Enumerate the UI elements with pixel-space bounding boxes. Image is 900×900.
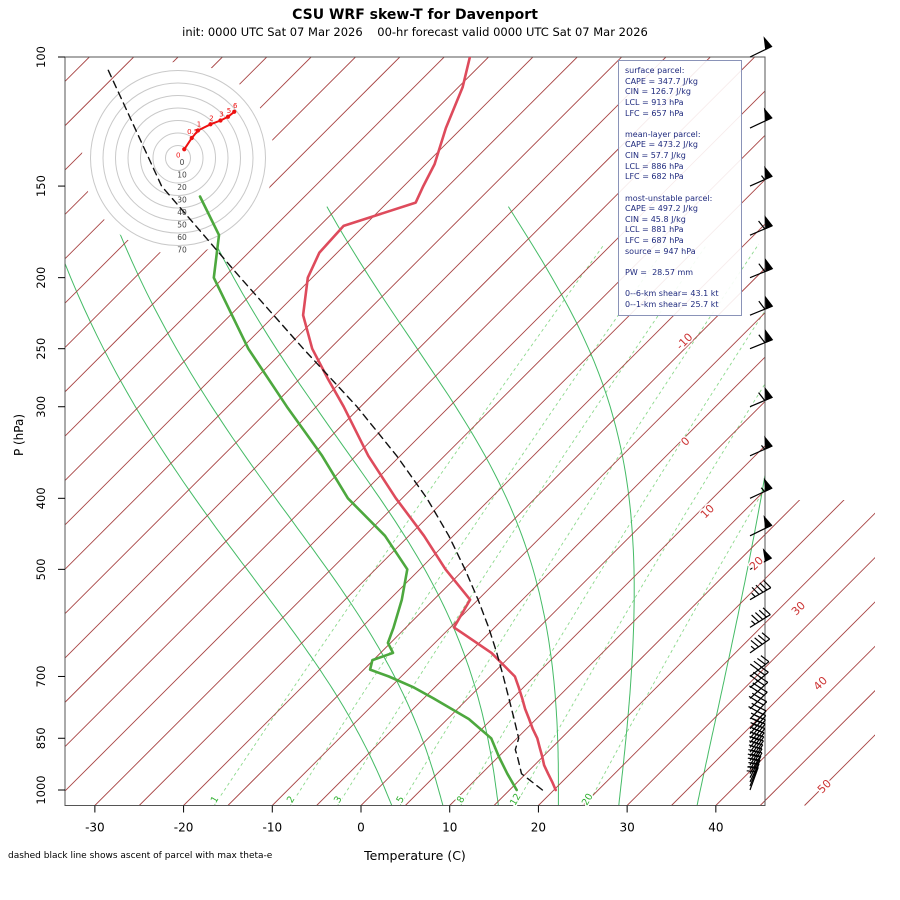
temperature-tick-label: 40 xyxy=(708,821,723,835)
pressure-tick-label: 200 xyxy=(34,267,48,289)
dewpoint-curve xyxy=(198,195,519,792)
pressure-axis: 100 150 200 250 300 400 500 700 850 1000 xyxy=(34,46,65,805)
pressure-tick-label: 150 xyxy=(34,175,48,197)
pressure-tick-label: 400 xyxy=(34,487,48,509)
temperature-tick-label: -20 xyxy=(174,821,194,835)
isotherm-label: -10 xyxy=(674,331,696,353)
hodograph-height-label: 6 xyxy=(233,102,238,110)
chart-title: CSU WRF skew-T for Davenport xyxy=(292,7,538,23)
temperature-tick-label: 10 xyxy=(442,821,457,835)
moist-adiabats xyxy=(65,206,765,806)
chart-subtitle: init: 0000 UTC Sat 07 Mar 2026 00-hr for… xyxy=(182,25,648,39)
temperature-tick-label: 0 xyxy=(357,821,365,835)
parcel-max-theta-e-curve xyxy=(105,65,544,791)
y-axis-title: P (hPa) xyxy=(12,413,26,457)
hodograph-height-label: 3 xyxy=(219,111,223,119)
hodograph-ring-label: 60 xyxy=(177,233,187,242)
hodograph-ring-label: 50 xyxy=(177,221,187,230)
mixing-ratio-labels: 1 2 3 5 8 12 20 xyxy=(207,790,597,809)
hodograph-ring-label: 70 xyxy=(177,246,187,255)
pressure-tick-label: 1000 xyxy=(34,775,48,804)
parcel-info-box: surface parcel: CAPE = 347.7 J/kg CIN = … xyxy=(618,60,742,317)
temperature-tick-label: 30 xyxy=(619,821,634,835)
hodograph-ring-label: 10 xyxy=(177,171,187,180)
isotherm-grid-right-strip xyxy=(765,500,875,806)
hodograph-ring-label: 40 xyxy=(177,208,187,217)
pressure-tick-label: 300 xyxy=(34,396,48,418)
x-axis-title: Temperature (C) xyxy=(364,848,466,863)
pressure-tick-label: 700 xyxy=(34,665,48,687)
hodograph-height-label: 0.5 xyxy=(187,128,198,136)
pressure-tick-label: 100 xyxy=(34,46,48,68)
pressure-tick-label: 250 xyxy=(34,338,48,360)
mixing-ratio-label: 1 xyxy=(209,794,222,805)
isotherm-label: 40 xyxy=(811,674,830,693)
mixing-ratio-label: 2 xyxy=(285,794,298,805)
hodograph-height-label: 5 xyxy=(227,107,231,115)
mixing-ratio-label: 8 xyxy=(455,794,468,805)
isotherm-label: 30 xyxy=(789,599,808,618)
isotherm-label: 50 xyxy=(815,777,834,796)
hodograph-ring-label: 20 xyxy=(177,183,187,192)
temperature-tick-label: 20 xyxy=(531,821,546,835)
mixing-ratio-label: 5 xyxy=(394,794,407,805)
mixing-ratio-label: 3 xyxy=(332,794,345,805)
hodograph-ring-label: 30 xyxy=(177,196,187,205)
footnote: dashed black line shows ascent of parcel… xyxy=(8,851,273,861)
temperature-tick-label: -30 xyxy=(85,821,105,835)
plot-frame xyxy=(64,56,766,806)
wind-barbs xyxy=(746,36,774,791)
temperature-axis: -30 -20 -10 0 10 20 30 40 xyxy=(85,805,723,835)
isotherm-label: 10 xyxy=(698,502,717,521)
pressure-tick-label: 500 xyxy=(34,558,48,580)
pressure-tick-label: 850 xyxy=(34,727,48,749)
hodograph-height-label: 2 xyxy=(209,114,213,122)
temperature-curve xyxy=(301,57,558,792)
hodograph-height-label: 0 xyxy=(176,151,180,159)
hodograph: 0 10 20 30 40 50 60 70 0 0.512 3 56 xyxy=(82,62,274,255)
hodograph-ring-label: 0 xyxy=(180,158,185,167)
temperature-tick-label: -10 xyxy=(262,821,282,835)
hodograph-height-label: 1 xyxy=(197,121,201,129)
